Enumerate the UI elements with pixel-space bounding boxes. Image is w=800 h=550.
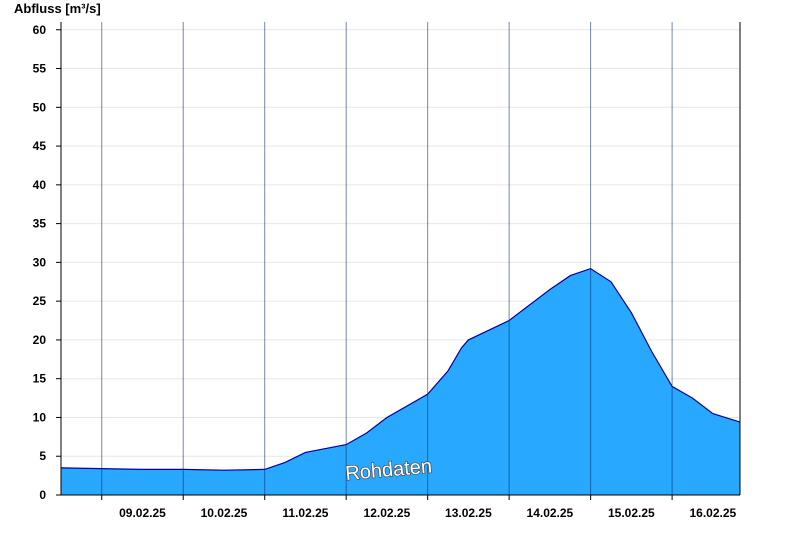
y-tick-label: 55	[33, 62, 47, 76]
discharge-area	[61, 268, 740, 495]
x-tick-label: 15.02.25	[608, 506, 655, 520]
y-tick-label: 60	[33, 23, 47, 37]
discharge-line	[60, 267, 741, 471]
y-tick-label: 45	[33, 139, 47, 153]
x-tick-labels: 09.02.25 10.02.25 11.02.25 12.02.25 13.02.25…	[119, 506, 736, 520]
y-tick-label: 15	[33, 372, 47, 386]
x-tick-label: 10.02.25	[201, 506, 248, 520]
y-tick-label: 20	[33, 333, 47, 347]
area-layer	[60, 267, 741, 495]
y-tick-label: 50	[33, 100, 47, 114]
y-tick-label: 5	[39, 449, 46, 463]
y-tick-label: 40	[33, 178, 47, 192]
day-separators	[101, 22, 673, 495]
y-tick-labels: 0 5 10 15 20 25 30 35 40 45 50 55 60	[33, 23, 47, 502]
y-tick-label: 10	[33, 410, 47, 424]
x-tick-label: 12.02.25	[364, 506, 411, 520]
x-tick-label: 13.02.25	[445, 506, 492, 520]
y-tick-label: 35	[33, 217, 47, 231]
x-tick-label: 09.02.25	[119, 506, 166, 520]
y-tick-label: 0	[39, 488, 46, 502]
grid	[61, 29, 740, 457]
x-tick-label: 16.02.25	[689, 506, 736, 520]
y-tick-label: 30	[33, 255, 47, 269]
x-tick-label: 14.02.25	[527, 506, 574, 520]
y-axis-label: Abfluss [m³/s]	[14, 1, 101, 16]
y-tick-label: 25	[33, 294, 47, 308]
x-tick-label: 11.02.25	[282, 506, 328, 520]
axes	[56, 22, 741, 500]
